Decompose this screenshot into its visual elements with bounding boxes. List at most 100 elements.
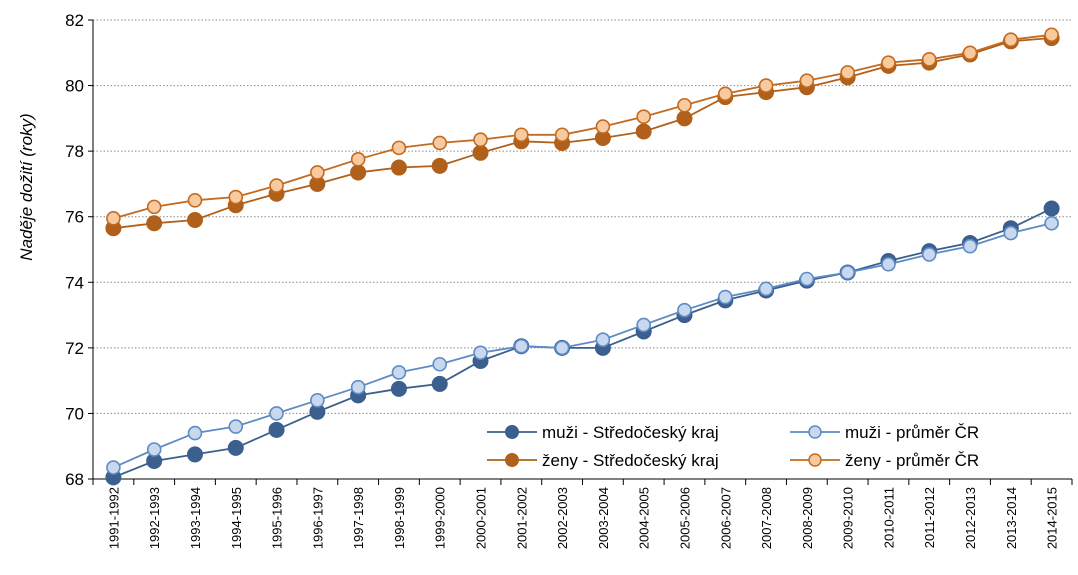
x-tick-label: 1995-1996: [270, 487, 285, 549]
legend-item: muži - průměr ČR: [790, 423, 979, 442]
data-point: [962, 238, 978, 254]
x-tick-label: 1998-1999: [392, 487, 407, 549]
data-point: [269, 178, 284, 193]
x-tick-label: 2010-2011: [881, 487, 896, 548]
legend-item: ženy - průměr ČR: [790, 451, 979, 470]
series-group: [105, 27, 1060, 486]
data-point: [514, 127, 529, 143]
data-point: [431, 157, 448, 174]
data-point: [677, 97, 692, 113]
data-point: [1003, 225, 1019, 241]
data-point: [514, 338, 529, 354]
legend-item: muži - Středočeský kraj: [487, 423, 719, 442]
data-point: [677, 302, 692, 318]
axes: [92, 20, 1072, 480]
data-point: [390, 159, 407, 176]
data-point: [391, 140, 407, 156]
x-tick-label: 2000-2001: [474, 487, 489, 549]
data-point: [840, 65, 855, 80]
data-point: [758, 281, 774, 297]
data-point: [227, 439, 244, 456]
data-point: [310, 393, 325, 408]
y-tick-label: 68: [65, 470, 84, 489]
gridlines: [93, 19, 1072, 414]
data-point: [432, 356, 448, 372]
y-tick-label: 72: [65, 339, 84, 358]
y-tick-label: 78: [65, 142, 84, 161]
data-point: [350, 164, 367, 181]
data-point: [881, 55, 896, 70]
data-point: [636, 109, 651, 125]
x-tick-label: 2005-2006: [677, 487, 692, 549]
data-point: [187, 193, 203, 208]
data-point: [186, 211, 203, 228]
x-axis-ticks: 1991-1992 1992-1993 1993-1994 1994-1995 1995…: [92, 479, 1073, 549]
data-point: [391, 365, 407, 380]
x-tick-label: 2013-2014: [1004, 487, 1019, 549]
data-point: [595, 332, 611, 347]
data-point: [840, 265, 855, 280]
data-point: [146, 442, 162, 457]
data-point: [268, 421, 285, 438]
x-tick-label: 1994-1995: [229, 487, 244, 549]
data-point: [799, 73, 815, 88]
data-point: [106, 211, 121, 226]
data-point: [228, 189, 244, 205]
x-tick-label: 2014-2015: [1045, 487, 1060, 549]
data-point: [473, 132, 488, 147]
y-tick-label: 74: [65, 273, 84, 292]
data-point: [186, 446, 203, 463]
data-point: [881, 256, 896, 272]
x-tick-label: 1996-1997: [310, 487, 325, 549]
x-tick-label: 2012-2013: [963, 487, 978, 549]
x-tick-label: 1993-1994: [188, 487, 203, 549]
data-point: [431, 375, 448, 392]
x-tick-label: 2002-2003: [555, 487, 570, 549]
data-point: [717, 86, 733, 102]
legend-marker: [808, 453, 822, 467]
legend-marker: [505, 453, 519, 467]
series-1: [106, 215, 1059, 475]
data-point: [187, 425, 203, 441]
legend-label: muži - průměr ČR: [845, 423, 979, 442]
data-point: [350, 152, 366, 167]
data-point: [432, 135, 448, 151]
data-point: [799, 271, 815, 287]
data-point: [228, 419, 244, 434]
legend-label: ženy - Středočeský kraj: [542, 451, 719, 470]
data-point: [921, 52, 937, 67]
legend-item: ženy - Středočeský kraj: [487, 451, 719, 470]
data-point: [717, 289, 733, 305]
data-point: [962, 45, 978, 61]
data-point: [106, 460, 121, 475]
series-2: [105, 30, 1060, 237]
legend-label: ženy - průměr ČR: [845, 451, 979, 470]
data-point: [1044, 27, 1059, 43]
data-point: [472, 144, 489, 161]
x-tick-label: 2003-2004: [596, 487, 611, 549]
data-point: [473, 345, 488, 361]
series-line: [113, 33, 1052, 220]
data-point: [758, 78, 774, 93]
y-axis-ticks: 68 70 72 74 76 78 80 82: [65, 11, 93, 489]
x-tick-label: 2007-2008: [759, 487, 774, 549]
y-axis-label: Naděje dožití (roky): [17, 113, 36, 260]
data-point: [676, 110, 693, 127]
y-tick-label: 76: [65, 208, 84, 227]
x-tick-label: 2009-2010: [841, 487, 856, 549]
data-point: [554, 340, 570, 356]
data-point: [1044, 215, 1059, 231]
data-point: [921, 247, 937, 262]
data-point: [310, 165, 325, 180]
legend: muži - Středočeský kraj muži - průměr ČR ž…: [487, 423, 979, 470]
data-point: [1003, 32, 1019, 47]
data-point: [554, 127, 570, 143]
series-3: [106, 27, 1059, 226]
legend-marker: [505, 425, 519, 439]
y-tick-label: 70: [65, 404, 84, 423]
y-tick-label: 80: [65, 77, 84, 96]
x-tick-label: 1997-1998: [351, 487, 366, 549]
x-tick-label: 1992-1993: [147, 487, 162, 549]
data-point: [146, 199, 162, 215]
data-point: [146, 215, 163, 232]
